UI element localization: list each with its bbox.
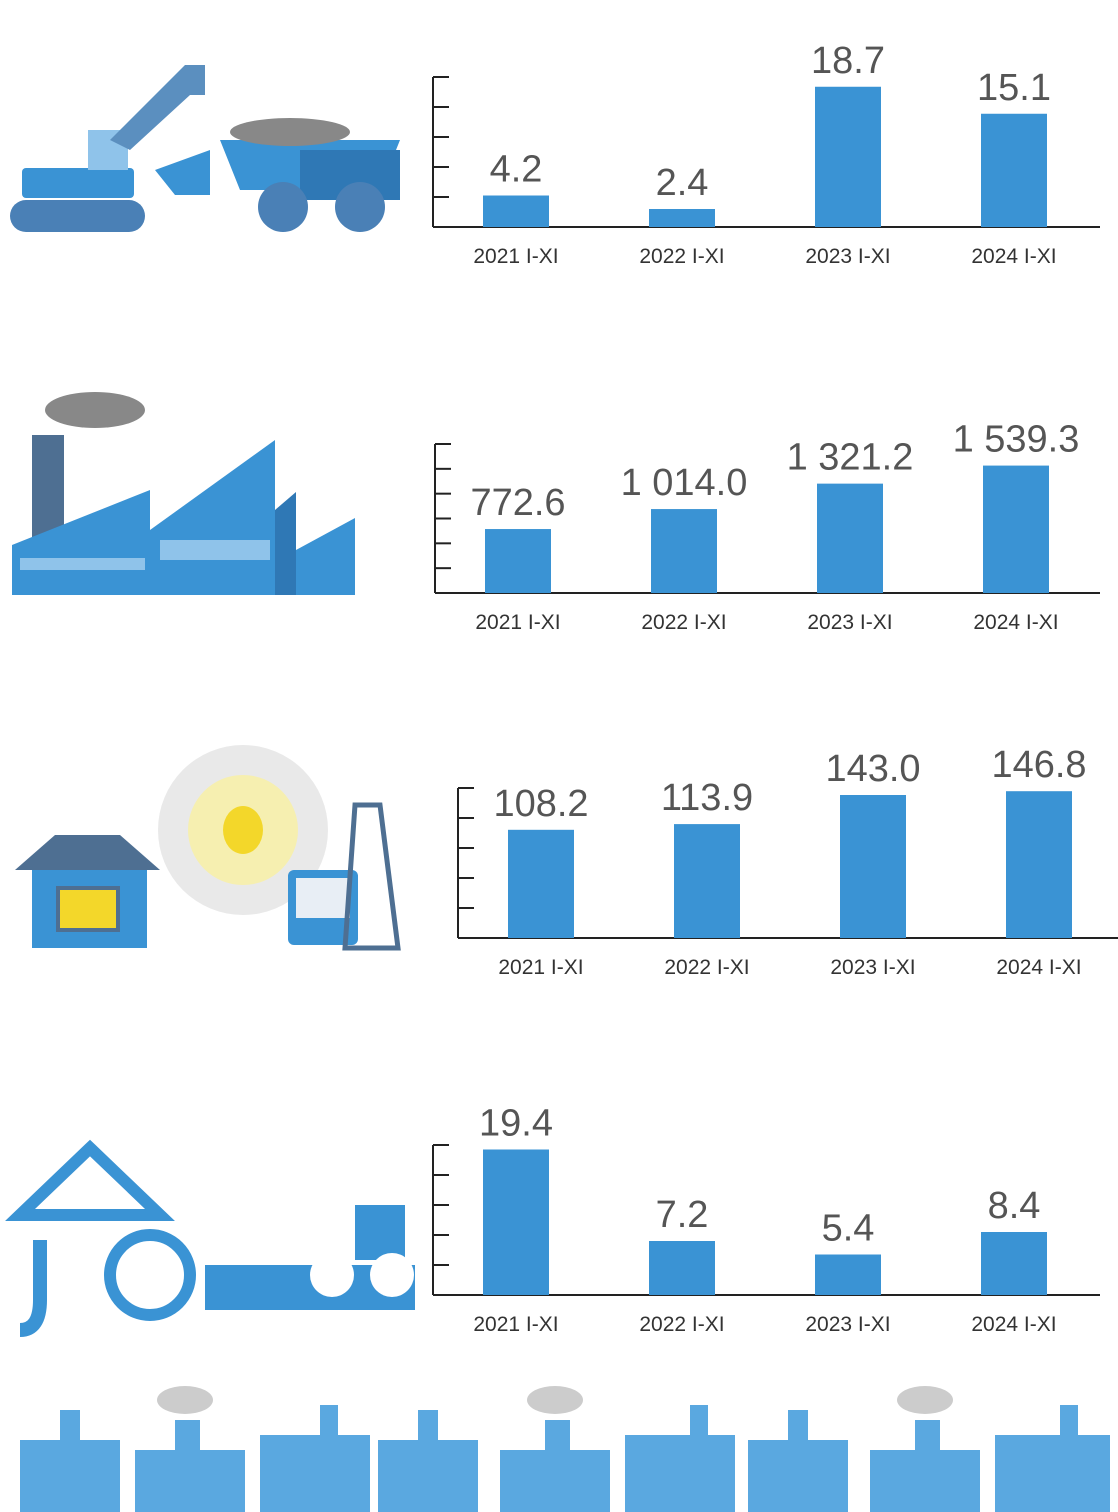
bar	[649, 1241, 715, 1295]
bar	[983, 465, 1049, 593]
bar	[674, 824, 740, 938]
value-label: 15.1	[977, 67, 1051, 109]
value-label: 143.0	[825, 748, 920, 790]
bar	[508, 829, 574, 938]
value-label: 1 539.3	[953, 419, 1080, 461]
value-label: 1 321.2	[787, 437, 914, 479]
bar	[815, 1254, 881, 1295]
x-tick-label: 2022 I-XI	[664, 956, 749, 979]
x-tick-label: 2024 I-XI	[996, 956, 1081, 979]
factory-illustration	[12, 392, 355, 595]
bar	[483, 1149, 549, 1295]
x-tick-label: 2023 I-XI	[807, 611, 892, 634]
value-label: 4.2	[490, 149, 543, 191]
x-tick-label: 2024 I-XI	[971, 245, 1056, 268]
value-label: 108.2	[493, 783, 588, 825]
bar	[1006, 791, 1072, 938]
x-tick-label: 2024 I-XI	[973, 611, 1058, 634]
bar	[651, 509, 717, 593]
x-tick-label: 2021 I-XI	[475, 611, 560, 634]
bar	[815, 86, 881, 227]
value-label: 772.6	[470, 482, 565, 524]
water-construction-illustration	[5, 1139, 415, 1337]
x-tick-label: 2022 I-XI	[639, 1313, 724, 1336]
value-label: 1 014.0	[621, 462, 748, 504]
excavator-truck-illustration	[10, 65, 400, 232]
value-label: 5.4	[822, 1208, 875, 1250]
value-label: 146.8	[991, 744, 1086, 786]
electricity-illustration	[15, 745, 401, 951]
value-label: 18.7	[811, 40, 885, 82]
city-skyline	[20, 1386, 1110, 1512]
value-label: 2.4	[656, 162, 709, 204]
x-tick-label: 2023 I-XI	[805, 245, 890, 268]
bar	[981, 1232, 1047, 1295]
bar	[649, 209, 715, 227]
x-tick-label: 2022 I-XI	[641, 611, 726, 634]
x-tick-label: 2021 I-XI	[473, 1313, 558, 1336]
value-label: 8.4	[988, 1185, 1041, 1227]
bar	[840, 795, 906, 938]
value-label: 113.9	[661, 777, 753, 819]
x-tick-label: 2023 I-XI	[805, 1313, 890, 1336]
value-label: 19.4	[479, 1103, 553, 1145]
bar	[483, 195, 549, 227]
value-label: 7.2	[656, 1194, 709, 1236]
x-tick-label: 2023 I-XI	[830, 956, 915, 979]
bar	[485, 529, 551, 593]
bar	[817, 483, 883, 593]
x-tick-label: 2024 I-XI	[971, 1313, 1056, 1336]
x-tick-label: 2021 I-XI	[473, 245, 558, 268]
x-tick-label: 2022 I-XI	[639, 245, 724, 268]
bar	[981, 113, 1047, 227]
x-tick-label: 2021 I-XI	[498, 956, 583, 979]
